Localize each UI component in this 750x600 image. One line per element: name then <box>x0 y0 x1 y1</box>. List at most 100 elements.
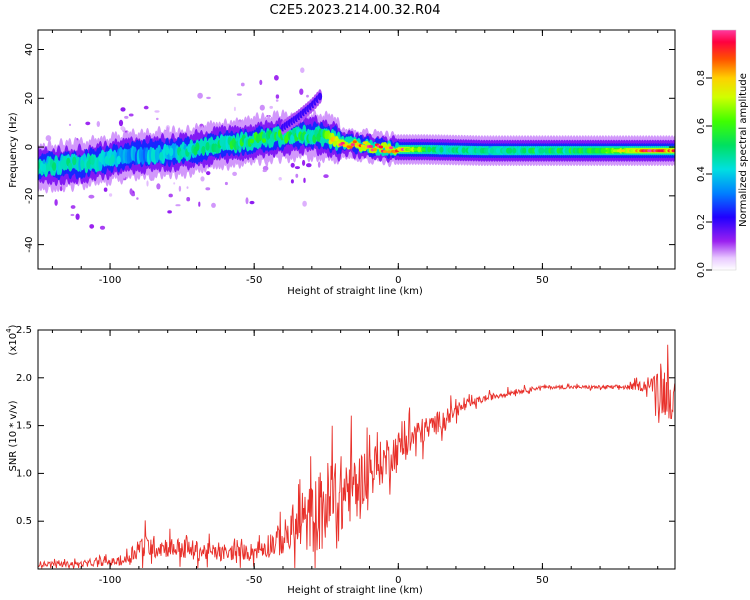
heatmap-cell <box>334 136 339 142</box>
heatmap-speck <box>317 161 321 168</box>
heatmap-speck <box>156 117 159 121</box>
heatmap-speck <box>323 174 329 179</box>
heatmap-speck <box>200 176 205 182</box>
y-tick-label: 2.5 <box>16 325 32 336</box>
heatmap-speck <box>278 177 282 181</box>
heatmap-cell <box>467 147 472 154</box>
heatmap-speck <box>75 213 80 220</box>
heatmap-cell <box>360 144 365 148</box>
heatmap-speck <box>240 82 245 87</box>
heatmap-speck <box>118 119 124 127</box>
colorbar-tick-label: 0.6 <box>696 118 707 134</box>
snr-xlabel: Height of straight line (km) <box>287 585 423 596</box>
heatmap-speck <box>302 159 306 166</box>
heatmap-speck <box>275 94 280 99</box>
heatmap-cell <box>439 146 444 153</box>
heatmap-speck <box>85 121 91 126</box>
heatmap-speck <box>45 135 52 142</box>
heatmap-speck <box>274 75 279 81</box>
colorbar-label: Normalized spectral amplitude <box>738 73 749 227</box>
heatmap-speck <box>224 181 228 186</box>
x-tick-label: -50 <box>246 275 262 286</box>
heatmap-cell <box>421 148 426 151</box>
heatmap-speck <box>120 126 125 131</box>
colorbar-ticks: 0.0 0.2 0.4 0.6 0.8 <box>696 70 712 278</box>
heatmap-speck <box>262 169 267 173</box>
heatmap-speck <box>154 110 160 113</box>
colorbar-tick-label: 0.4 <box>696 166 707 182</box>
x-tick-label: 50 <box>536 575 549 586</box>
heatmap-cell <box>475 147 480 154</box>
colorbar: 0.0 0.2 0.4 0.6 0.8 Normalized spectral ampl… <box>696 29 749 278</box>
colorbar-gradient <box>712 30 736 270</box>
heatmap-speck <box>205 187 211 191</box>
heatmap-speck <box>178 185 182 192</box>
heatmap-cell <box>90 156 95 166</box>
y-tick-label: 1.0 <box>16 468 32 479</box>
heatmap-speck <box>232 171 238 176</box>
heatmap-speck <box>198 201 201 207</box>
heatmap-speck <box>168 193 173 198</box>
snr-scale-label: (x104) <box>5 324 19 355</box>
heatmap-cell <box>68 162 73 172</box>
y-tick-label: 40 <box>24 43 35 56</box>
heatmap-speck <box>259 104 265 111</box>
heatmap-cell <box>495 147 501 154</box>
heatmap-cell <box>38 161 41 170</box>
heatmap-cell <box>362 141 367 145</box>
heatmap-speck <box>236 93 242 96</box>
heatmap-speck <box>96 121 101 127</box>
spectrogram-ticks: -100 -50 0 50 -40 -20 0 20 40 <box>24 30 675 286</box>
heatmap-cell <box>80 159 85 169</box>
heatmap-cell <box>413 148 418 151</box>
heatmap-cell <box>169 147 174 157</box>
heatmap-cell <box>417 148 422 151</box>
heatmap-cell <box>389 146 394 150</box>
heatmap-speck <box>99 225 106 230</box>
colorbar-tick-label: 0.0 <box>696 262 707 278</box>
chart-title: C2E5.2023.214.00.32.R04 <box>269 3 440 18</box>
spectrogram-frame <box>37 29 676 270</box>
heatmap-speck <box>306 94 309 98</box>
heatmap-cell <box>502 147 507 154</box>
heatmap-speck <box>302 200 307 207</box>
heatmap-cell <box>110 154 115 164</box>
snr-series-line <box>38 344 675 569</box>
x-tick-label: -50 <box>246 575 262 586</box>
heatmap-cell <box>205 141 210 151</box>
heatmap-cell <box>201 145 206 155</box>
heatmap-cell <box>46 162 51 172</box>
snr-scale-exponent: 4 <box>5 328 13 333</box>
x-tick-label: 50 <box>536 275 549 286</box>
heatmap-speck <box>206 171 211 176</box>
heatmap-cell <box>522 147 527 154</box>
y-tick-label: -20 <box>24 188 35 204</box>
heatmap-speck <box>167 210 172 214</box>
colorbar-tick-label: 0.8 <box>696 70 707 86</box>
heatmap-speck <box>249 200 255 205</box>
colorbar-tick-label: 0.2 <box>696 214 707 230</box>
spectrogram-panel: -100 -50 0 50 -40 -20 0 20 40 Height of straight… <box>8 29 676 297</box>
heatmap-speck <box>54 199 58 206</box>
heatmap-cell <box>461 147 466 154</box>
heatmap-speck <box>109 193 113 197</box>
heatmap-branch-cell <box>317 92 323 101</box>
heatmap-speck <box>136 197 139 200</box>
heatmap-speck <box>70 213 75 217</box>
heatmap-cell <box>372 148 377 151</box>
heatmap-speck <box>299 88 304 95</box>
colorbar-frame <box>711 29 737 271</box>
heatmap-speck <box>89 224 95 229</box>
heatmap-cell <box>489 147 495 154</box>
heatmap-cell <box>159 152 164 161</box>
heatmap-speck <box>124 115 129 119</box>
heatmap-speck <box>173 182 176 185</box>
heatmap-speck <box>197 92 203 99</box>
y-tick-label: 0.5 <box>16 516 32 527</box>
heatmap-speck <box>128 113 134 117</box>
heatmap-cell <box>378 145 384 149</box>
x-tick-label: -100 <box>99 575 122 586</box>
heatmap-speck <box>262 165 269 171</box>
heatmap-cell <box>457 147 462 154</box>
